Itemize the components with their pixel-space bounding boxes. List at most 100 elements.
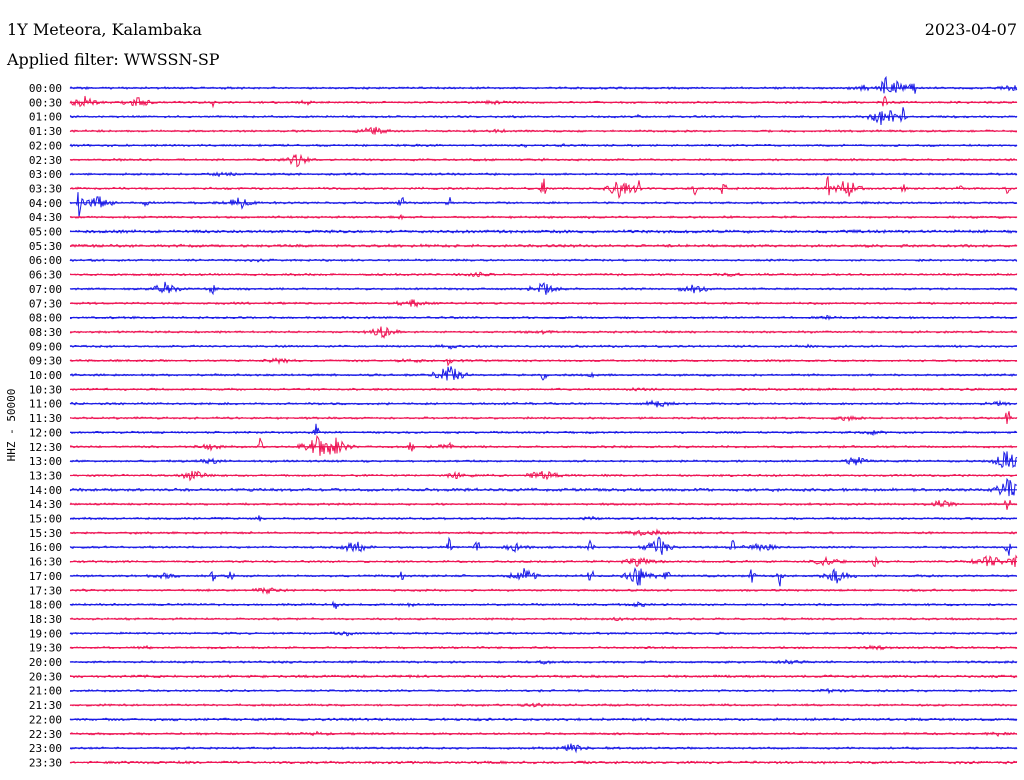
trace-row-1430: 14:30 bbox=[29, 498, 1018, 511]
trace-row-2130: 21:30 bbox=[29, 699, 1018, 712]
time-tick-label: 06:00 bbox=[29, 254, 62, 267]
trace-line bbox=[69, 192, 1018, 218]
trace-line bbox=[69, 536, 1018, 556]
trace-row-0600: 06:00 bbox=[29, 254, 1018, 267]
time-tick-label: 01:00 bbox=[29, 111, 62, 124]
trace-line bbox=[69, 450, 1018, 469]
time-tick-label: 22:30 bbox=[29, 728, 62, 741]
date-label: 2023-04-07 bbox=[924, 20, 1017, 39]
trace-row-1730: 17:30 bbox=[29, 584, 1018, 597]
time-tick-label: 08:30 bbox=[29, 326, 62, 339]
trace-row-1500: 15:00 bbox=[29, 513, 1018, 526]
trace-row-0000: 00:00 bbox=[29, 75, 1018, 95]
time-tick-label: 08:00 bbox=[29, 312, 62, 325]
time-tick-label: 17:30 bbox=[29, 584, 62, 597]
time-tick-label: 17:00 bbox=[29, 570, 62, 583]
time-tick-label: 01:30 bbox=[29, 125, 62, 138]
time-tick-label: 19:30 bbox=[29, 642, 62, 655]
trace-line bbox=[69, 435, 1018, 456]
time-tick-label: 10:00 bbox=[29, 369, 62, 382]
trace-line bbox=[69, 600, 1018, 610]
time-tick-label: 14:00 bbox=[29, 484, 62, 497]
time-tick-label: 16:00 bbox=[29, 541, 62, 554]
time-tick-label: 05:30 bbox=[29, 240, 62, 253]
time-tick-label: 07:30 bbox=[29, 297, 62, 310]
trace-row-0300: 03:00 bbox=[29, 168, 1018, 181]
trace-line bbox=[70, 366, 1018, 381]
time-tick-label: 05:00 bbox=[29, 226, 62, 239]
trace-line bbox=[69, 281, 1018, 296]
trace-row-1230: 12:30 bbox=[29, 435, 1018, 456]
trace-line bbox=[69, 357, 1018, 367]
time-tick-label: 13:30 bbox=[29, 469, 62, 482]
time-tick-label: 02:30 bbox=[29, 154, 62, 167]
trace-row-0530: 05:30 bbox=[29, 240, 1018, 253]
trace-row-0130: 01:30 bbox=[29, 125, 1018, 138]
trace-row-2230: 22:30 bbox=[29, 728, 1018, 741]
time-tick-label: 00:00 bbox=[29, 82, 62, 95]
trace-line bbox=[69, 95, 1018, 109]
trace-row-2100: 21:00 bbox=[29, 685, 1018, 698]
trace-row-1100: 11:00 bbox=[29, 398, 1018, 411]
time-tick-label: 15:30 bbox=[29, 527, 62, 540]
trace-line bbox=[69, 423, 1018, 437]
time-tick-label: 04:00 bbox=[29, 197, 62, 210]
time-tick-label: 18:30 bbox=[29, 613, 62, 626]
time-tick-label: 14:30 bbox=[29, 498, 62, 511]
y-axis-label: HHZ - 50000 bbox=[5, 389, 18, 462]
time-tick-label: 16:30 bbox=[29, 556, 62, 569]
time-tick-label: 10:30 bbox=[29, 383, 62, 396]
trace-row-0800: 08:00 bbox=[29, 312, 1018, 325]
trace-row-0200: 02:00 bbox=[29, 139, 1018, 152]
station-title: 1Y Meteora, Kalambaka bbox=[7, 20, 202, 39]
trace-row-0230: 02:30 bbox=[29, 154, 1018, 168]
trace-row-0900: 09:00 bbox=[29, 340, 1018, 353]
trace-row-2030: 20:30 bbox=[29, 670, 1018, 683]
time-tick-label: 03:30 bbox=[29, 182, 62, 195]
trace-row-1800: 18:00 bbox=[29, 599, 1018, 612]
time-tick-label: 11:00 bbox=[29, 398, 62, 411]
trace-row-1330: 13:30 bbox=[29, 469, 1017, 482]
trace-row-0700: 07:00 bbox=[29, 281, 1018, 296]
trace-row-1600: 16:00 bbox=[29, 536, 1018, 556]
time-tick-label: 23:00 bbox=[29, 742, 62, 755]
time-tick-label: 21:00 bbox=[29, 685, 62, 698]
time-tick-label: 12:00 bbox=[29, 426, 62, 439]
trace-row-0030: 00:30 bbox=[29, 95, 1018, 109]
trace-row-0930: 09:30 bbox=[29, 355, 1018, 368]
trace-row-1000: 10:00 bbox=[29, 366, 1018, 382]
trace-row-2000: 20:00 bbox=[29, 656, 1018, 669]
time-tick-label: 11:30 bbox=[29, 412, 62, 425]
trace-row-0330: 03:30 bbox=[29, 176, 1018, 200]
trace-row-1400: 14:00 bbox=[29, 477, 1018, 497]
trace-row-0830: 08:30 bbox=[29, 326, 1018, 339]
time-tick-label: 18:00 bbox=[29, 599, 62, 612]
time-tick-label: 20:00 bbox=[29, 656, 62, 669]
time-tick-label: 03:00 bbox=[29, 168, 62, 181]
trace-row-0730: 07:30 bbox=[29, 297, 1018, 310]
time-tick-label: 21:30 bbox=[29, 699, 62, 712]
trace-row-1030: 10:30 bbox=[29, 383, 1018, 396]
trace-row-0430: 04:30 bbox=[29, 211, 1018, 224]
trace-row-0400: 04:00 bbox=[29, 192, 1018, 218]
time-tick-label: 22:00 bbox=[29, 713, 62, 726]
trace-line bbox=[69, 499, 1018, 510]
trace-line bbox=[69, 75, 1018, 94]
trace-row-2200: 22:00 bbox=[29, 713, 1018, 726]
time-tick-label: 15:00 bbox=[29, 513, 62, 526]
trace-line bbox=[69, 567, 1018, 587]
trace-row-1530: 15:30 bbox=[29, 527, 1018, 540]
filter-label: Applied filter: WWSSN-SP bbox=[7, 50, 220, 69]
trace-row-0100: 01:00 bbox=[29, 107, 1018, 126]
time-tick-label: 19:00 bbox=[29, 627, 62, 640]
time-tick-label: 09:30 bbox=[29, 355, 62, 368]
trace-row-0630: 06:30 bbox=[29, 269, 1018, 282]
time-tick-label: 07:00 bbox=[29, 283, 62, 296]
trace-line bbox=[70, 176, 1018, 200]
time-tick-label: 12:30 bbox=[29, 441, 62, 454]
trace-row-1130: 11:30 bbox=[29, 411, 1018, 425]
time-tick-label: 02:00 bbox=[29, 139, 62, 152]
time-tick-label: 20:30 bbox=[29, 670, 62, 683]
